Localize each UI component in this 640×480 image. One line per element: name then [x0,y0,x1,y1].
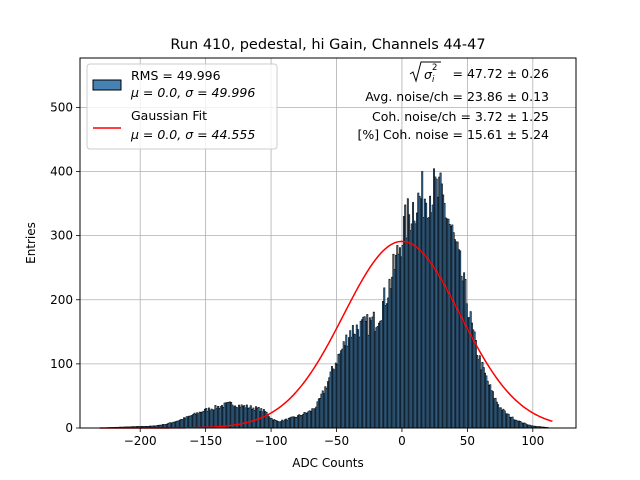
y-tick-label: 200 [50,293,73,307]
sigma-superscript: 2 [432,63,437,73]
y-tick-label: 500 [50,100,73,114]
sqrt-sigma-symbol: σ 2 i [409,61,441,85]
y-tick-label: 0 [65,421,73,435]
avg-noise-annotation: Avg. noise/ch = 23.86 ± 0.13 [365,89,549,104]
y-tick-label: 100 [50,357,73,371]
y-axis-ticks: 0 100 200 300 400 500 [50,100,80,435]
legend-histogram-label-1: RMS = 49.996 [131,68,221,83]
x-tick-label: 100 [521,434,544,448]
x-tick-label: 0 [398,434,406,448]
sigma-glyph: σ [424,67,433,82]
legend-histogram-swatch [92,79,122,91]
x-tick-label: −200 [124,434,157,448]
noise-annotations: σ 2 i = 47.72 ± 0.26 Avg. noise/ch = 23.… [357,61,550,142]
x-tick-label: −150 [189,434,222,448]
sigma-subscript: i [432,75,435,85]
legend-histogram-label-2: μ = 0.0, σ = 49.996 [130,85,255,100]
histogram-bars [105,168,549,429]
pct-coh-noise-annotation: [%] Coh. noise = 15.61 ± 5.24 [357,127,549,142]
y-tick-label: 400 [50,165,73,179]
x-tick-label: −50 [324,434,349,448]
legend: RMS = 49.996 μ = 0.0, σ = 49.996 Gaussia… [86,63,278,150]
legend-box [86,63,278,150]
sigma-value-annotation: = 47.72 ± 0.26 [453,66,550,81]
x-tick-label: −100 [255,434,288,448]
legend-fit-label-2: μ = 0.0, σ = 44.555 [130,127,255,142]
chart-title: Run 410, pedestal, hi Gain, Channels 44-… [170,37,485,53]
x-axis-label: ADC Counts [292,456,364,470]
x-tick-label: 50 [460,434,475,448]
x-axis-ticks: −200 −150 −100 −50 0 50 100 [124,428,544,448]
y-axis-label: Entries [24,222,38,264]
coh-noise-annotation: Coh. noise/ch = 3.72 ± 1.25 [372,109,549,124]
y-tick-label: 300 [50,229,73,243]
plot-frame [79,57,577,429]
legend-fit-label-1: Gaussian Fit [131,108,207,123]
sqrt-radical [409,61,441,83]
